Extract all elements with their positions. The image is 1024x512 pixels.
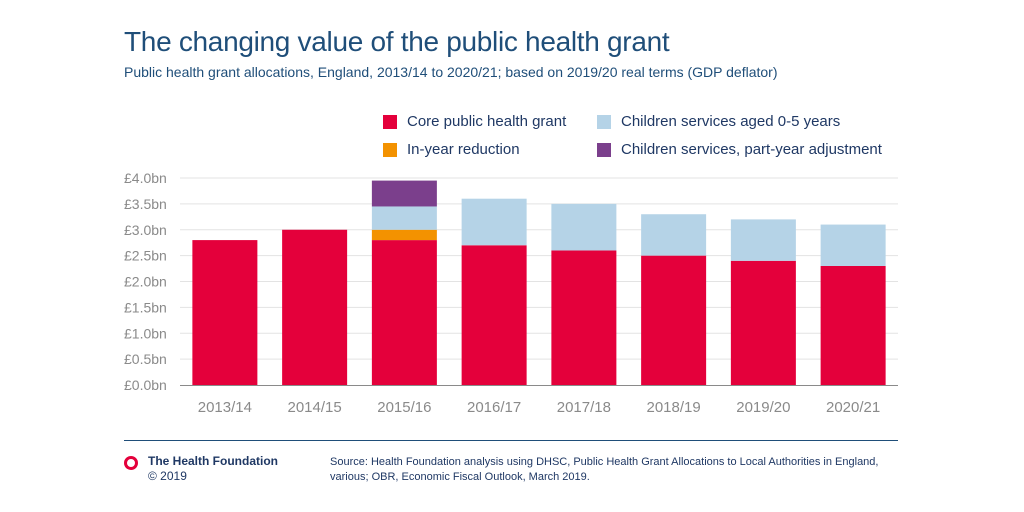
copyright: © 2019 — [148, 469, 187, 483]
y-tick-label: £3.5bn — [124, 196, 167, 212]
x-tick-label: 2020/21 — [826, 399, 880, 416]
bar-segment — [282, 229, 348, 385]
bar-segment — [551, 250, 617, 385]
legend-label: In-year reduction — [407, 141, 520, 158]
legend-item: Children services, part-year adjustment — [597, 141, 882, 158]
y-tick-label: £0.0bn — [124, 377, 167, 393]
y-tick-label: £4.0bn — [124, 170, 167, 186]
chart-title: The changing value of the public health … — [124, 26, 670, 57]
y-tick-label: £1.0bn — [124, 325, 167, 341]
x-tick-label: 2016/17 — [467, 399, 521, 416]
bar-segment — [371, 240, 437, 385]
legend-label: Children services, part-year adjustment — [621, 141, 882, 158]
x-tick-label: 2013/14 — [198, 399, 252, 416]
source-note: Source: Health Foundation analysis using… — [330, 456, 879, 483]
y-tick-label: £0.5bn — [124, 351, 167, 367]
y-tick-label: £1.5bn — [124, 299, 167, 315]
legend-swatch — [383, 114, 397, 129]
legend-item: Children services aged 0-5 years — [597, 113, 840, 130]
x-tick-label: 2014/15 — [288, 399, 342, 416]
bar-segment — [192, 240, 258, 385]
legend-swatch — [597, 142, 611, 157]
legend-item: In-year reduction — [383, 141, 520, 158]
health-foundation-logo-icon — [124, 456, 138, 470]
legend-swatch — [383, 142, 397, 157]
chart-subtitle: Public health grant allocations, England… — [124, 64, 778, 80]
x-tick-label: 2017/18 — [557, 399, 611, 416]
x-tick-label: 2018/19 — [647, 399, 701, 416]
bar-segment — [641, 214, 707, 256]
x-tick-label: 2015/16 — [377, 399, 431, 416]
bar-segment — [641, 255, 707, 385]
x-tick-label: 2019/20 — [736, 399, 790, 416]
organisation-block: The Health Foundation © 2019 — [124, 454, 278, 483]
bar-segment — [371, 229, 437, 241]
bar-segment — [461, 198, 527, 246]
bar-segment — [371, 206, 437, 230]
organisation-name: The Health Foundation — [148, 454, 278, 468]
legend-label: Core public health grant — [407, 113, 567, 130]
legend-label: Children services aged 0-5 years — [621, 113, 841, 130]
bar-segment — [820, 265, 886, 385]
bar-segment — [730, 260, 796, 385]
y-tick-label: £2.5bn — [124, 248, 167, 264]
bar-segment — [371, 180, 437, 207]
y-tick-label: £2.0bn — [124, 274, 167, 290]
legend-swatch — [597, 114, 611, 129]
legend-item: Core public health grant — [383, 113, 566, 130]
bar-segment — [461, 245, 527, 385]
bar-segment — [551, 203, 617, 251]
footer-divider — [124, 440, 898, 441]
bar-segment — [730, 219, 796, 261]
bar-segment — [820, 224, 886, 266]
y-tick-label: £3.0bn — [124, 222, 167, 238]
